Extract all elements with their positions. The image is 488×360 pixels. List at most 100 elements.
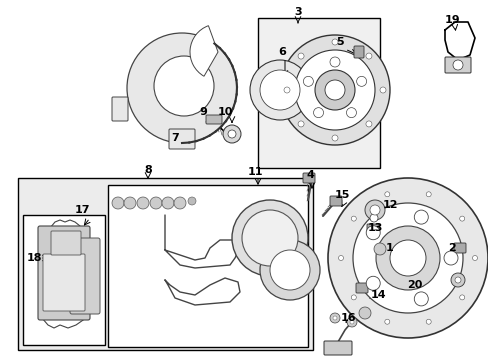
Circle shape bbox=[346, 317, 356, 327]
Circle shape bbox=[471, 256, 476, 261]
Circle shape bbox=[365, 53, 371, 59]
Circle shape bbox=[154, 56, 214, 116]
Circle shape bbox=[373, 243, 385, 255]
Text: 12: 12 bbox=[382, 200, 397, 210]
Circle shape bbox=[350, 295, 356, 300]
Circle shape bbox=[137, 197, 149, 209]
Text: 15: 15 bbox=[334, 190, 349, 200]
Circle shape bbox=[338, 256, 343, 261]
FancyBboxPatch shape bbox=[453, 243, 465, 253]
Circle shape bbox=[223, 125, 241, 143]
Text: 6: 6 bbox=[278, 47, 285, 57]
Circle shape bbox=[375, 226, 439, 290]
Circle shape bbox=[260, 240, 319, 300]
Circle shape bbox=[314, 70, 354, 110]
Circle shape bbox=[332, 316, 336, 320]
Circle shape bbox=[426, 192, 430, 197]
Circle shape bbox=[356, 76, 366, 86]
Text: 9: 9 bbox=[199, 107, 206, 117]
Circle shape bbox=[298, 53, 304, 59]
FancyBboxPatch shape bbox=[70, 238, 100, 314]
Circle shape bbox=[124, 197, 136, 209]
Wedge shape bbox=[190, 26, 218, 76]
Circle shape bbox=[426, 319, 430, 324]
Circle shape bbox=[231, 200, 307, 276]
FancyBboxPatch shape bbox=[366, 224, 378, 234]
FancyBboxPatch shape bbox=[444, 57, 470, 73]
FancyBboxPatch shape bbox=[303, 173, 314, 183]
Circle shape bbox=[369, 214, 377, 222]
Circle shape bbox=[413, 210, 427, 224]
Circle shape bbox=[280, 35, 389, 145]
Text: 3: 3 bbox=[294, 7, 301, 17]
Circle shape bbox=[303, 76, 313, 86]
Text: 16: 16 bbox=[340, 313, 355, 323]
Circle shape bbox=[384, 192, 389, 197]
Text: 20: 20 bbox=[407, 280, 422, 290]
Circle shape bbox=[162, 197, 174, 209]
Circle shape bbox=[389, 240, 425, 276]
Text: 7: 7 bbox=[171, 133, 179, 143]
FancyBboxPatch shape bbox=[43, 254, 85, 311]
Circle shape bbox=[454, 277, 460, 283]
FancyBboxPatch shape bbox=[112, 97, 128, 121]
Circle shape bbox=[329, 57, 339, 67]
Circle shape bbox=[450, 273, 464, 287]
Text: 17: 17 bbox=[74, 205, 90, 215]
Circle shape bbox=[127, 33, 237, 143]
Circle shape bbox=[260, 70, 299, 110]
FancyBboxPatch shape bbox=[169, 129, 195, 149]
Circle shape bbox=[327, 178, 487, 338]
Text: 5: 5 bbox=[336, 37, 343, 47]
Bar bbox=[18, 178, 312, 350]
Text: 14: 14 bbox=[369, 290, 385, 300]
FancyBboxPatch shape bbox=[205, 115, 222, 124]
Circle shape bbox=[459, 295, 464, 300]
Circle shape bbox=[329, 313, 339, 323]
FancyBboxPatch shape bbox=[329, 196, 341, 206]
Circle shape bbox=[313, 108, 323, 118]
Circle shape bbox=[366, 226, 380, 240]
Circle shape bbox=[331, 39, 337, 45]
FancyBboxPatch shape bbox=[353, 46, 363, 58]
Circle shape bbox=[284, 87, 289, 93]
Text: 1: 1 bbox=[386, 243, 393, 253]
Text: 10: 10 bbox=[217, 107, 232, 117]
Circle shape bbox=[227, 130, 236, 138]
Bar bbox=[258, 18, 379, 168]
Circle shape bbox=[443, 251, 457, 265]
Circle shape bbox=[384, 319, 389, 324]
Circle shape bbox=[187, 197, 196, 205]
Circle shape bbox=[350, 216, 356, 221]
Circle shape bbox=[294, 50, 374, 130]
Bar bbox=[23, 215, 105, 345]
Circle shape bbox=[269, 250, 309, 290]
Circle shape bbox=[349, 320, 353, 324]
Circle shape bbox=[379, 87, 385, 93]
Text: 19: 19 bbox=[444, 15, 460, 25]
FancyBboxPatch shape bbox=[51, 231, 81, 255]
Circle shape bbox=[174, 197, 185, 209]
Circle shape bbox=[150, 197, 162, 209]
FancyBboxPatch shape bbox=[38, 226, 90, 320]
Circle shape bbox=[325, 80, 345, 100]
Text: 2: 2 bbox=[447, 243, 455, 253]
Circle shape bbox=[346, 108, 356, 118]
Circle shape bbox=[365, 121, 371, 127]
Text: 8: 8 bbox=[144, 165, 152, 175]
Circle shape bbox=[331, 135, 337, 141]
Circle shape bbox=[459, 216, 464, 221]
Text: 4: 4 bbox=[305, 170, 313, 180]
Circle shape bbox=[364, 200, 384, 220]
Bar bbox=[108, 185, 307, 347]
Circle shape bbox=[112, 197, 124, 209]
Text: 13: 13 bbox=[366, 223, 382, 233]
Circle shape bbox=[369, 205, 379, 215]
Circle shape bbox=[249, 60, 309, 120]
FancyBboxPatch shape bbox=[355, 283, 367, 293]
Circle shape bbox=[413, 292, 427, 306]
Circle shape bbox=[242, 210, 297, 266]
Text: 18: 18 bbox=[26, 253, 41, 263]
Text: 11: 11 bbox=[247, 167, 262, 177]
Circle shape bbox=[352, 203, 462, 313]
